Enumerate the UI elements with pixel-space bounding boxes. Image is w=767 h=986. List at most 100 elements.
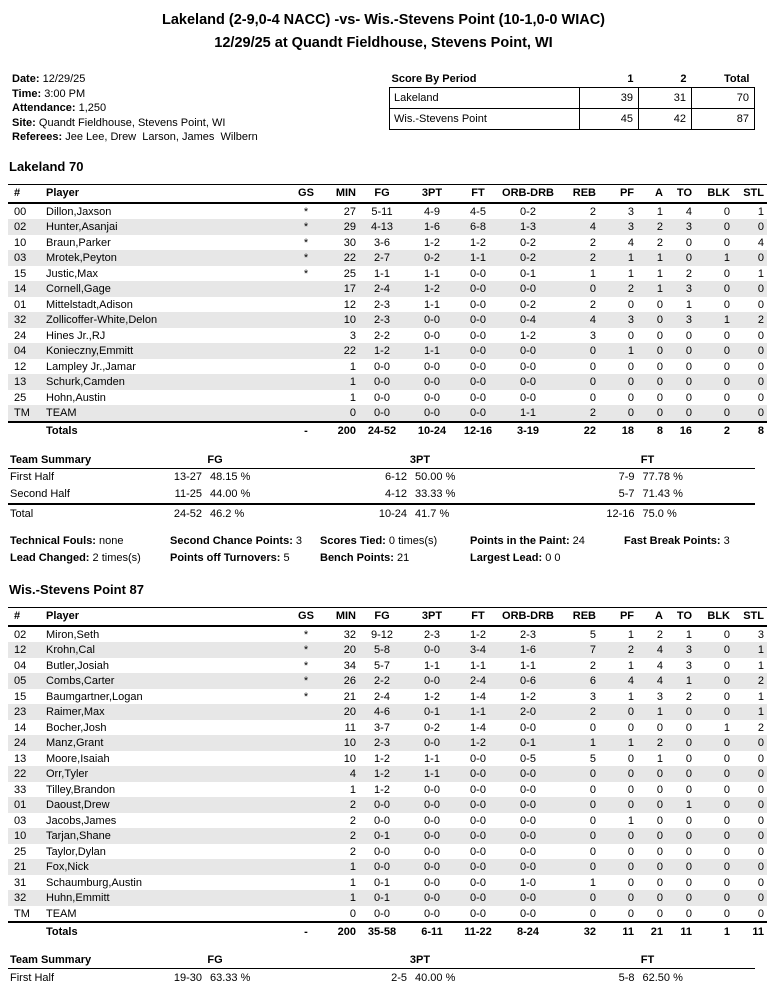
column-header-to: TO: [667, 183, 696, 204]
stat-cell: Combs,Carter: [46, 675, 115, 688]
stat-cell: 1: [589, 737, 596, 750]
stat-cell: 1: [627, 345, 634, 358]
stat-cell: 1-1: [470, 252, 486, 265]
stat-cell: 0-2: [424, 252, 440, 265]
game-info-date: Date: 12/29/25: [12, 73, 86, 85]
stat-cell: 33: [14, 783, 27, 796]
stat-cell: 0-0: [520, 799, 536, 812]
game-notes-lakeland: Technical Fouls: none Second Chance Point…: [10, 533, 755, 568]
stat-cell: 0: [723, 706, 730, 719]
stat-cell: 0: [349, 907, 356, 920]
stat-cell: 0-0: [374, 814, 390, 827]
totals-cell: 1: [696, 921, 734, 941]
stat-cell: 1: [349, 892, 356, 905]
stat-cell: 04: [14, 345, 27, 358]
column-header-pf: PF: [600, 606, 638, 627]
stat-cell: 0: [627, 830, 634, 843]
summary-row-label: First Half: [10, 471, 54, 484]
stat-cell: Hohn,Austin: [46, 391, 106, 404]
stat-cell: 0-1: [374, 830, 390, 843]
stat-cell: 3: [627, 221, 634, 234]
summary-stat-header-3pt: 3PT: [300, 952, 540, 970]
summary-stat-cell: 13-27 48.15 %: [130, 468, 300, 486]
summary-row: First Half 13-27 48.15 % 6-12 50.00 % 7-9 77.7…: [8, 468, 755, 486]
stat-cell: Jacobs,James: [46, 814, 117, 827]
stat-cell: 2-2: [374, 675, 390, 688]
percentage: 44.00 %: [210, 488, 251, 501]
stat-cell: 1: [627, 814, 634, 827]
stat-cell: 0: [589, 845, 596, 858]
stat-cell: 01: [14, 298, 27, 311]
stat-cell: 0: [757, 907, 764, 920]
stat-cell: 2: [627, 644, 634, 657]
stat-cell: 0: [685, 360, 692, 373]
stat-cell: 1: [627, 737, 634, 750]
stat-cell: 0-0: [470, 783, 486, 796]
stat-cell: 1: [656, 252, 663, 265]
stat-cell: 0: [627, 298, 634, 311]
stat-cell: 6: [589, 675, 596, 688]
team-summary-table-lakeland: Team Summary FG 3PT FT First Half 13-27 48.15 …: [8, 451, 755, 523]
stat-cell: 0-0: [470, 814, 486, 827]
stat-cell: 0: [627, 376, 634, 389]
stat-cell: 3: [685, 221, 692, 234]
stat-cell: 1-1: [470, 706, 486, 719]
made-attempted: 11-25: [174, 488, 202, 501]
score-row-wsp: Wis.-Stevens Point 45 42 87: [389, 108, 755, 130]
column-header-reb: REB: [560, 183, 600, 204]
stat-note-label: Lead Changed:: [10, 552, 93, 565]
stat-cell: 0: [656, 360, 663, 373]
stat-cell: 0: [656, 391, 663, 404]
stat-cell: 1: [627, 628, 634, 641]
stat-cell: Justic,Max: [46, 267, 98, 280]
stat-cell: 2: [656, 236, 663, 249]
stat-cell: 0-5: [520, 752, 536, 765]
stat-cell: 0: [627, 706, 634, 719]
stat-cell: 0-0: [520, 814, 536, 827]
stat-cell: 0: [757, 737, 764, 750]
stat-cell: 0: [656, 314, 663, 327]
stat-cell: 0: [685, 391, 692, 404]
summary-stat-cell: 10-24 41.7 %: [300, 502, 540, 523]
stat-cell: 3: [685, 314, 692, 327]
summary-stat-header-fg: FG: [130, 952, 300, 970]
stat-cell: 0-0: [520, 861, 536, 874]
stat-cell: 0-0: [374, 376, 390, 389]
stat-cell: 0: [685, 752, 692, 765]
stat-cell: 32: [14, 892, 27, 905]
stat-cell: 0: [723, 236, 730, 249]
stat-cell: [288, 343, 324, 359]
stat-cell: *: [303, 690, 309, 703]
percentage: 40.00 %: [415, 971, 456, 984]
stat-cell: *: [303, 628, 309, 641]
stat-cell: [288, 828, 324, 844]
stat-cell: 0: [685, 376, 692, 389]
period-2-score: 42: [638, 108, 692, 130]
stat-cell: Moore,Isaiah: [46, 752, 110, 765]
stat-cell: 0: [589, 360, 596, 373]
stat-cell: 0: [656, 861, 663, 874]
stat-cell: 0: [627, 861, 634, 874]
stat-cell: 0: [656, 892, 663, 905]
stat-cell: 0: [685, 892, 692, 905]
totals-cell: 35-58: [360, 921, 404, 941]
stat-cell: 1: [757, 644, 764, 657]
made-attempted: 19-30: [173, 971, 202, 984]
stat-cell: 0: [627, 407, 634, 420]
stat-cell: 1-1: [424, 768, 440, 781]
stat-cell: 2-4: [374, 690, 390, 703]
summary-label-header: Team Summary: [8, 451, 130, 469]
summary-stat-cell: 5-7 71.43 %: [540, 486, 755, 504]
stat-cell: 0-0: [424, 360, 440, 373]
stat-cell: 2-3: [374, 298, 390, 311]
totals-cell: 18: [600, 420, 638, 440]
stat-cell: 0: [685, 706, 692, 719]
stat-cell: 0: [723, 659, 730, 672]
stat-cell: 0: [723, 907, 730, 920]
